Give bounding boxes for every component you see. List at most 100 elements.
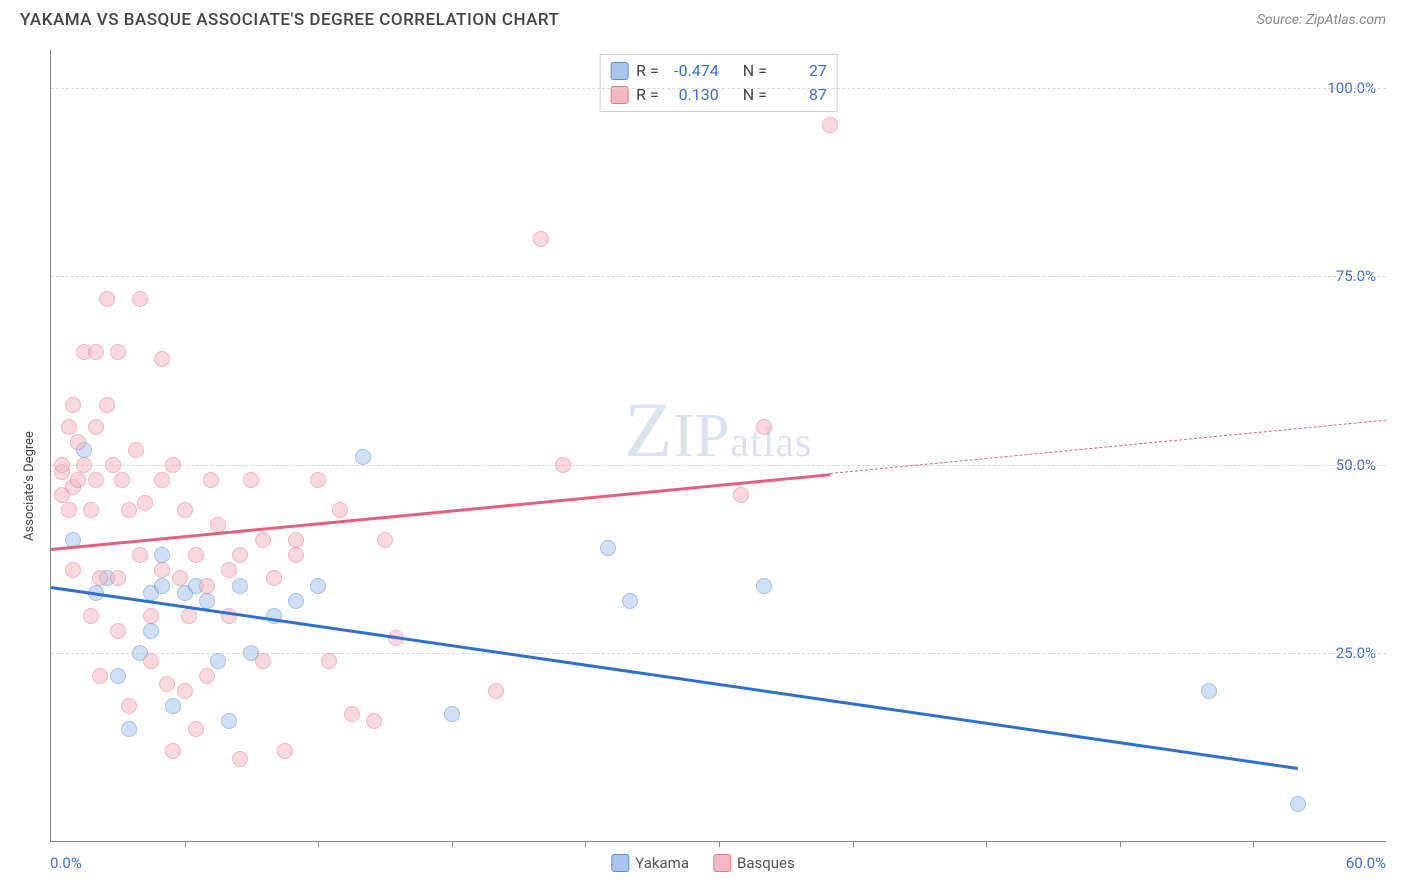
data-point bbox=[366, 713, 382, 729]
x-tick bbox=[719, 841, 720, 847]
data-point bbox=[154, 578, 170, 594]
data-point bbox=[377, 532, 393, 548]
scatter-chart: ZIPatlas 25.0%50.0%75.0%100.0% R =-0.474… bbox=[50, 50, 1386, 842]
data-point bbox=[177, 502, 193, 518]
data-point bbox=[555, 457, 571, 473]
data-point bbox=[188, 721, 204, 737]
data-point bbox=[288, 532, 304, 548]
correlation-legend: R =-0.474 N =27R =0.130 N =87 bbox=[599, 54, 838, 112]
data-point bbox=[177, 683, 193, 699]
data-point bbox=[310, 472, 326, 488]
data-point bbox=[444, 706, 460, 722]
data-point bbox=[61, 419, 77, 435]
legend-r-label: R = bbox=[636, 59, 659, 83]
data-point bbox=[137, 495, 153, 511]
x-tick bbox=[986, 841, 987, 847]
gridline bbox=[51, 276, 1386, 277]
data-point bbox=[110, 668, 126, 684]
legend-swatch bbox=[610, 62, 628, 80]
data-point bbox=[488, 683, 504, 699]
data-point bbox=[756, 419, 772, 435]
data-point bbox=[88, 472, 104, 488]
data-point bbox=[159, 676, 175, 692]
data-point bbox=[99, 291, 115, 307]
data-point bbox=[121, 698, 137, 714]
x-tick bbox=[853, 841, 854, 847]
data-point bbox=[88, 344, 104, 360]
x-axis-min-label: 0.0% bbox=[50, 854, 82, 872]
x-axis-max-label: 60.0% bbox=[1346, 854, 1386, 872]
legend-n-value: 87 bbox=[775, 83, 827, 107]
trend-line bbox=[830, 420, 1387, 474]
data-point bbox=[1201, 683, 1217, 699]
series-legend: YakamaBasques bbox=[611, 854, 794, 872]
legend-n-label: N = bbox=[743, 83, 767, 107]
data-point bbox=[243, 472, 259, 488]
data-point bbox=[533, 231, 549, 247]
data-point bbox=[110, 623, 126, 639]
data-point bbox=[92, 668, 108, 684]
gridline bbox=[51, 88, 1386, 89]
data-point bbox=[143, 623, 159, 639]
data-point bbox=[210, 653, 226, 669]
data-point bbox=[65, 562, 81, 578]
data-point bbox=[199, 578, 215, 594]
chart-title: YAKAMA VS BASQUE ASSOCIATE'S DEGREE CORR… bbox=[20, 10, 559, 30]
data-point bbox=[143, 608, 159, 624]
data-point bbox=[232, 751, 248, 767]
data-point bbox=[822, 117, 838, 133]
legend-n-value: 27 bbox=[775, 59, 827, 83]
data-point bbox=[143, 653, 159, 669]
data-point bbox=[105, 457, 121, 473]
data-point bbox=[221, 713, 237, 729]
x-tick bbox=[318, 841, 319, 847]
watermark: ZIPatlas bbox=[625, 385, 813, 475]
data-point bbox=[600, 540, 616, 556]
data-point bbox=[165, 457, 181, 473]
data-point bbox=[114, 472, 130, 488]
data-point bbox=[288, 593, 304, 609]
data-point bbox=[355, 449, 371, 465]
data-point bbox=[154, 562, 170, 578]
y-tick-labels: 25.0%50.0%75.0%100.0% bbox=[1306, 50, 1386, 841]
data-point bbox=[203, 472, 219, 488]
data-point bbox=[132, 291, 148, 307]
data-point bbox=[756, 578, 772, 594]
data-point bbox=[128, 442, 144, 458]
data-point bbox=[83, 608, 99, 624]
legend-swatch bbox=[713, 854, 731, 872]
data-point bbox=[622, 593, 638, 609]
data-point bbox=[332, 502, 348, 518]
x-tick bbox=[1120, 841, 1121, 847]
data-point bbox=[110, 570, 126, 586]
data-point bbox=[255, 653, 271, 669]
legend-label: Basques bbox=[737, 854, 795, 872]
data-point bbox=[165, 698, 181, 714]
data-point bbox=[199, 593, 215, 609]
legend-stat-row: R =0.130 N =87 bbox=[610, 83, 827, 107]
data-point bbox=[121, 721, 137, 737]
data-point bbox=[88, 419, 104, 435]
data-point bbox=[92, 570, 108, 586]
data-point bbox=[277, 743, 293, 759]
trend-line bbox=[51, 586, 1298, 770]
x-tick bbox=[585, 841, 586, 847]
x-tick bbox=[452, 841, 453, 847]
data-point bbox=[733, 487, 749, 503]
chart-header: YAKAMA VS BASQUE ASSOCIATE'S DEGREE CORR… bbox=[0, 0, 1406, 36]
data-point bbox=[54, 457, 70, 473]
legend-item: Basques bbox=[713, 854, 795, 872]
x-tick bbox=[1253, 841, 1254, 847]
data-point bbox=[121, 502, 137, 518]
data-point bbox=[154, 472, 170, 488]
data-point bbox=[288, 547, 304, 563]
data-point bbox=[199, 668, 215, 684]
data-point bbox=[83, 502, 99, 518]
data-point bbox=[188, 547, 204, 563]
data-point bbox=[165, 743, 181, 759]
data-point bbox=[232, 547, 248, 563]
data-point bbox=[154, 351, 170, 367]
data-point bbox=[266, 570, 282, 586]
y-axis-label: Associate's Degree bbox=[22, 431, 37, 541]
data-point bbox=[70, 434, 86, 450]
